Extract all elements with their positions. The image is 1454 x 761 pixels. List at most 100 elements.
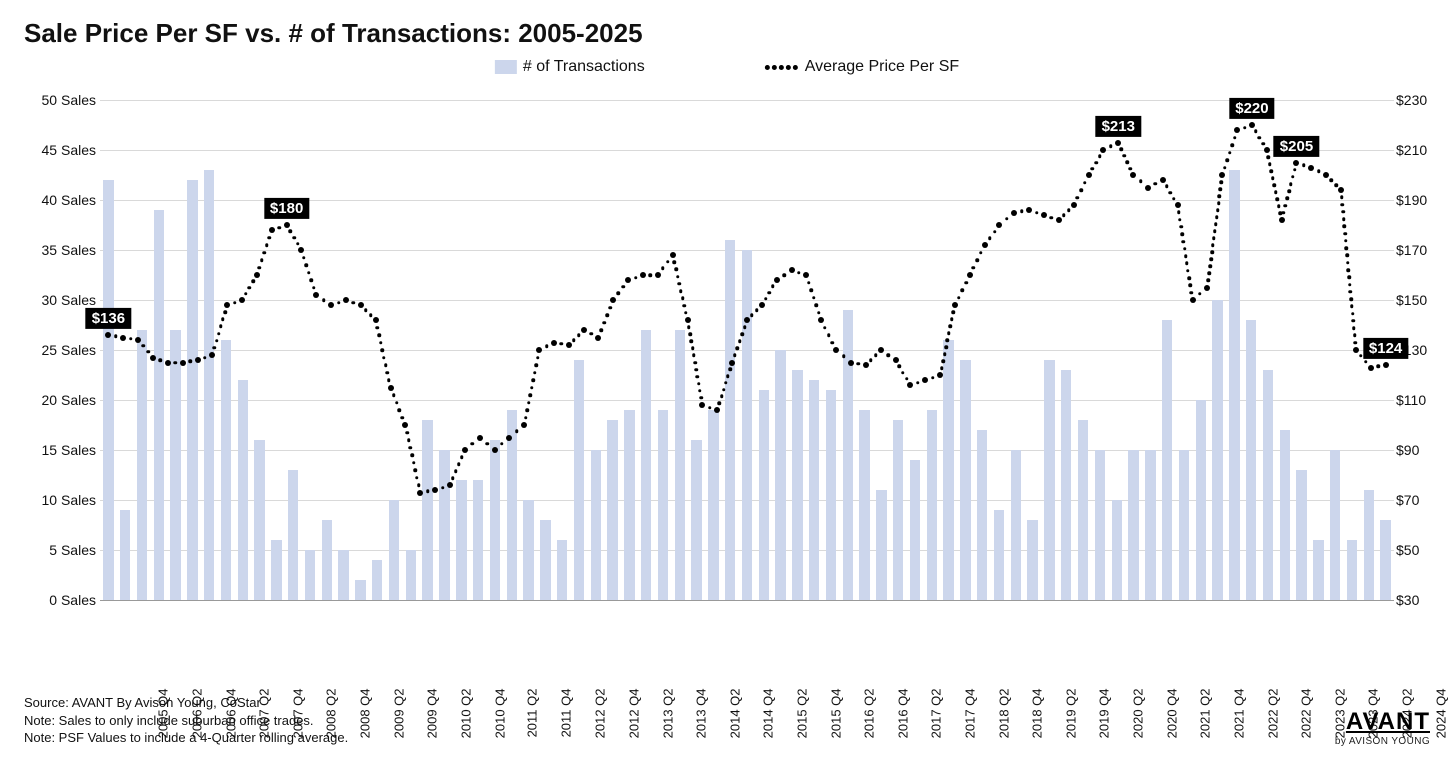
- bar: [691, 440, 701, 600]
- bar: [1280, 430, 1290, 600]
- bar: [1229, 170, 1239, 600]
- x-tick: 2014 Q4: [761, 689, 776, 739]
- x-tick: 2012 Q4: [626, 689, 641, 739]
- bar: [725, 240, 735, 600]
- bar: [254, 440, 264, 600]
- bar: [439, 450, 449, 600]
- bar: [994, 510, 1004, 600]
- bar: [154, 210, 164, 600]
- x-tick: 2018 Q2: [996, 689, 1011, 739]
- x-tick: 2018 Q4: [1030, 689, 1045, 739]
- bar-series: [100, 100, 1394, 600]
- bar: [187, 180, 197, 600]
- bar: [1095, 450, 1105, 600]
- legend-swatch-bar: [495, 60, 517, 74]
- y-left-tick: 0 Sales: [18, 592, 96, 608]
- bar: [1162, 320, 1172, 600]
- bar: [1078, 420, 1088, 600]
- y-right-tick: $150: [1396, 292, 1440, 308]
- bar: [775, 350, 785, 600]
- bar: [809, 380, 819, 600]
- legend-label-line: Average Price Per SF: [805, 58, 959, 76]
- x-tick: 2010 Q4: [492, 689, 507, 739]
- bar: [1027, 520, 1037, 600]
- y-right-tick: $190: [1396, 192, 1440, 208]
- y-left-tick: 35 Sales: [18, 242, 96, 258]
- bar: [910, 460, 920, 600]
- x-tick: 2011 Q4: [558, 689, 573, 738]
- y-right-tick: $70: [1396, 492, 1440, 508]
- y-left-tick: 45 Sales: [18, 142, 96, 158]
- y-left-tick: 10 Sales: [18, 492, 96, 508]
- y-left-tick: 25 Sales: [18, 342, 96, 358]
- x-tick: 2020 Q2: [1130, 689, 1145, 739]
- chart-plot-area: $136$180$213$220$205$124: [100, 100, 1394, 600]
- bar: [204, 170, 214, 600]
- y-right-tick: $110: [1396, 392, 1440, 408]
- bar: [977, 430, 987, 600]
- bar: [103, 180, 113, 600]
- bar: [372, 560, 382, 600]
- bar: [927, 410, 937, 600]
- bar: [893, 420, 903, 600]
- y-right-tick: $230: [1396, 92, 1440, 108]
- bar: [1380, 520, 1390, 600]
- bar: [389, 500, 399, 600]
- footer-notes: Source: AVANT By Avison Young, CoStar No…: [24, 694, 348, 747]
- bar: [1145, 450, 1155, 600]
- x-tick: 2010 Q2: [458, 689, 473, 739]
- bar: [708, 410, 718, 600]
- x-tick: 2017 Q4: [962, 689, 977, 739]
- brand-logo: AVANT by AVISON YOUNG: [1335, 708, 1430, 747]
- bar: [473, 480, 483, 600]
- y-left-tick: 50 Sales: [18, 92, 96, 108]
- bar: [943, 340, 953, 600]
- bar: [675, 330, 685, 600]
- bar: [1196, 400, 1206, 600]
- bar: [1128, 450, 1138, 600]
- x-tick: 2011 Q2: [525, 689, 540, 738]
- bar: [1364, 490, 1374, 600]
- x-tick: 2021 Q4: [1231, 689, 1246, 739]
- y-axis-left: 0 Sales5 Sales10 Sales15 Sales20 Sales25…: [18, 100, 96, 600]
- bar: [826, 390, 836, 600]
- chart-title: Sale Price Per SF vs. # of Transactions:…: [24, 18, 1430, 49]
- bar: [1179, 450, 1189, 600]
- x-tick: 2009 Q4: [425, 689, 440, 739]
- x-tick: 2016 Q2: [862, 689, 877, 739]
- x-tick: 2008 Q4: [357, 689, 372, 739]
- footer-note-2: Note: PSF Values to include a 4-Quarter …: [24, 729, 348, 747]
- bar: [1246, 320, 1256, 600]
- x-tick: 2013 Q4: [694, 689, 709, 739]
- x-tick: 2024 Q4: [1433, 689, 1448, 739]
- legend-item-bars: # of Transactions: [495, 58, 645, 76]
- bar: [591, 450, 601, 600]
- bar: [624, 410, 634, 600]
- x-tick: 2016 Q4: [895, 689, 910, 739]
- bar: [271, 540, 281, 600]
- x-tick: 2015 Q2: [794, 689, 809, 739]
- y-left-tick: 5 Sales: [18, 542, 96, 558]
- x-tick: 2021 Q2: [1198, 689, 1213, 739]
- bar: [960, 360, 970, 600]
- bar: [305, 550, 315, 600]
- bar: [507, 410, 517, 600]
- footer-source: Source: AVANT By Avison Young, CoStar: [24, 694, 348, 712]
- bar: [759, 390, 769, 600]
- y-right-tick: $50: [1396, 542, 1440, 558]
- y-left-tick: 15 Sales: [18, 442, 96, 458]
- bar: [792, 370, 802, 600]
- bar: [1330, 450, 1340, 600]
- bar: [338, 550, 348, 600]
- bar: [422, 420, 432, 600]
- legend-item-line: Average Price Per SF: [765, 58, 959, 76]
- y-left-tick: 20 Sales: [18, 392, 96, 408]
- bar: [574, 360, 584, 600]
- y-right-tick: $30: [1396, 592, 1440, 608]
- bar: [238, 380, 248, 600]
- bar: [641, 330, 651, 600]
- y-left-tick: 30 Sales: [18, 292, 96, 308]
- x-tick: 2022 Q2: [1265, 689, 1280, 739]
- y-right-tick: $210: [1396, 142, 1440, 158]
- x-tick: 2019 Q2: [1063, 689, 1078, 739]
